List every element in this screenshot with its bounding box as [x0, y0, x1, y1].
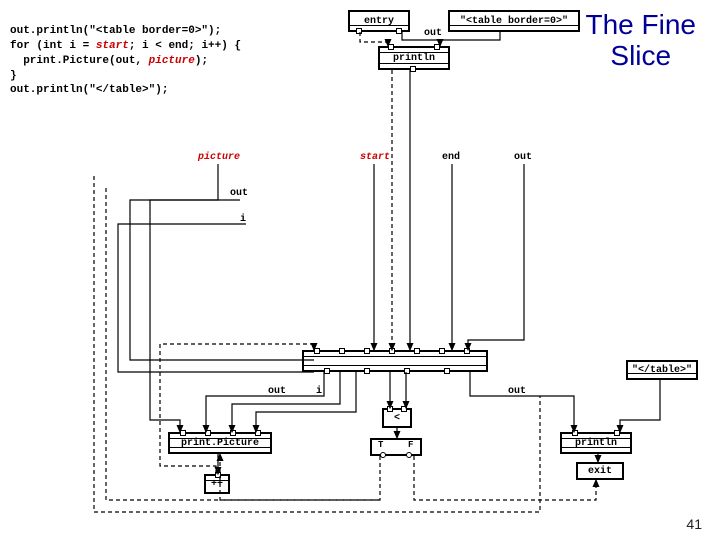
node-print-picture: print.Picture	[168, 432, 272, 454]
label-out-1: out	[424, 28, 442, 39]
node-exit-label: exit	[588, 466, 612, 477]
title-line2: Slice	[610, 40, 671, 71]
node-println-1-label: println	[393, 53, 435, 64]
title-line1: The Fine	[586, 9, 697, 40]
label-out-r: out	[514, 152, 532, 163]
node-loop-panel	[302, 350, 488, 372]
node-exit: exit	[576, 462, 624, 480]
node-table-border-literal: "<table border=0>"	[448, 10, 580, 32]
label-picture: picture	[198, 152, 240, 163]
node-lt-label: <	[394, 413, 400, 424]
page-title: The Fine Slice	[586, 10, 697, 72]
source-code: out.println("<table border=0>");for (int…	[10, 24, 241, 98]
node-entry: entry	[348, 10, 410, 32]
label-i-1: i	[240, 214, 246, 225]
slide-number: 41	[686, 516, 702, 532]
label-start: start	[360, 152, 390, 163]
label-out-3: out	[268, 386, 286, 397]
node-println-1: println	[378, 46, 450, 70]
label-out-2: out	[230, 188, 248, 199]
node-less-than: <	[382, 408, 412, 428]
label-T: T	[378, 440, 383, 450]
node-println-2: println	[560, 432, 632, 454]
node-increment: ++	[204, 474, 230, 494]
label-out-4: out	[508, 386, 526, 397]
node-close-table-literal: "</table>"	[626, 360, 698, 380]
label-i-2: i	[316, 386, 322, 397]
label-F: F	[408, 440, 413, 450]
label-end: end	[442, 152, 460, 163]
